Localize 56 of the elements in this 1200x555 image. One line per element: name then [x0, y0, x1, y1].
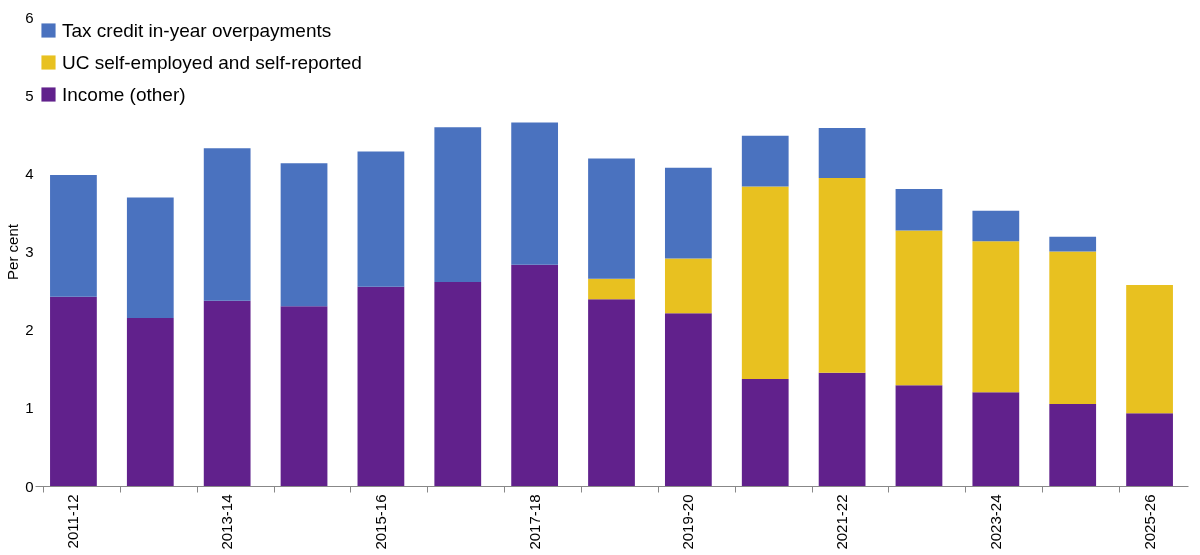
bar [1049, 251, 1097, 404]
bar [588, 299, 635, 486]
bar [818, 372, 866, 486]
bar [50, 296, 97, 486]
bar [280, 306, 328, 486]
bar [741, 378, 789, 486]
bar [434, 127, 482, 282]
x-tick-label: 2015-16 [371, 494, 389, 550]
y-tick-label: 1 [25, 399, 34, 417]
x-tick-label: 2013-14 [218, 494, 236, 550]
bar [357, 286, 405, 486]
bar [126, 197, 174, 318]
bar [588, 278, 635, 300]
bar [1049, 403, 1097, 486]
bar [1049, 236, 1097, 252]
bar [972, 210, 1020, 242]
bar [741, 135, 789, 187]
bar [1126, 413, 1173, 486]
bar [434, 281, 482, 486]
bar [895, 385, 943, 486]
bar [664, 167, 712, 259]
bar [818, 178, 866, 373]
x-tick-label: 2019-20 [679, 494, 697, 550]
bar [1126, 285, 1173, 414]
bar [664, 258, 712, 314]
x-tick-label: 2021-22 [833, 494, 851, 550]
y-tick-label: 4 [25, 164, 34, 182]
x-tick-label: 2011-12 [64, 494, 82, 549]
bar [126, 317, 174, 486]
y-tick-label: 6 [25, 8, 34, 26]
bar [895, 188, 943, 231]
bar [280, 163, 328, 307]
bar [588, 158, 635, 279]
x-tick-label: 2017-18 [525, 494, 543, 550]
bar [511, 264, 559, 486]
bar [664, 313, 712, 486]
legend-label: Income (other) [62, 83, 186, 105]
bar [818, 128, 866, 179]
bar [895, 230, 943, 386]
bar [972, 241, 1020, 393]
y-tick-label: 5 [25, 86, 34, 104]
bar [972, 392, 1020, 486]
x-tick-label: 2025-26 [1140, 494, 1158, 550]
bar [203, 148, 251, 301]
y-tick-label: 0 [25, 477, 34, 495]
legend-label: UC self-employed and self-reported [62, 51, 362, 73]
y-tick-label: 2 [25, 321, 34, 339]
bar [511, 122, 559, 265]
legend-label: Tax credit in-year overpayments [62, 19, 332, 41]
bar [741, 186, 789, 379]
x-tick-label: 2023-24 [986, 494, 1004, 550]
bar [357, 151, 405, 287]
bar [50, 174, 97, 297]
bar [203, 300, 251, 486]
y-axis-title: Per cent [4, 223, 22, 280]
y-tick-label: 3 [25, 243, 34, 260]
